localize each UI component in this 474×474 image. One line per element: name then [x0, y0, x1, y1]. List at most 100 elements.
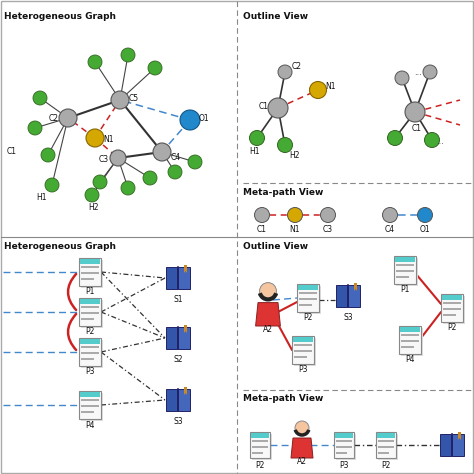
FancyBboxPatch shape [81, 340, 103, 368]
Text: S3: S3 [343, 312, 353, 321]
FancyBboxPatch shape [293, 337, 313, 342]
FancyBboxPatch shape [81, 272, 99, 274]
FancyBboxPatch shape [252, 440, 268, 442]
Text: C3: C3 [99, 155, 109, 164]
FancyBboxPatch shape [298, 285, 318, 290]
FancyBboxPatch shape [80, 339, 100, 344]
Circle shape [41, 148, 55, 162]
Text: P3: P3 [339, 461, 349, 470]
FancyBboxPatch shape [81, 278, 94, 280]
Circle shape [260, 283, 276, 300]
Circle shape [188, 155, 202, 169]
FancyBboxPatch shape [294, 338, 316, 366]
Text: P4: P4 [85, 420, 95, 429]
Text: P2: P2 [303, 313, 313, 322]
FancyBboxPatch shape [81, 266, 99, 268]
FancyBboxPatch shape [299, 292, 317, 294]
Circle shape [88, 55, 102, 69]
Circle shape [33, 91, 47, 105]
Circle shape [295, 421, 309, 435]
Circle shape [249, 130, 264, 146]
FancyBboxPatch shape [81, 405, 99, 407]
FancyBboxPatch shape [336, 446, 352, 448]
Text: P1: P1 [401, 285, 410, 294]
FancyBboxPatch shape [401, 346, 414, 348]
Text: Heterogeneous Graph: Heterogeneous Graph [4, 242, 116, 251]
Text: N1: N1 [326, 82, 336, 91]
FancyBboxPatch shape [396, 276, 409, 278]
Text: N1: N1 [104, 136, 114, 145]
Text: C1: C1 [257, 225, 267, 234]
FancyBboxPatch shape [81, 318, 94, 320]
Circle shape [320, 208, 336, 222]
Text: S1: S1 [173, 294, 183, 303]
FancyBboxPatch shape [294, 344, 312, 346]
Circle shape [45, 178, 59, 192]
FancyBboxPatch shape [400, 327, 420, 332]
FancyBboxPatch shape [396, 270, 414, 272]
FancyBboxPatch shape [395, 257, 415, 262]
Circle shape [423, 65, 437, 79]
Polygon shape [184, 265, 187, 273]
FancyBboxPatch shape [178, 267, 190, 289]
FancyBboxPatch shape [80, 392, 100, 397]
Text: C2: C2 [49, 113, 59, 122]
Text: C1: C1 [259, 101, 269, 110]
Circle shape [278, 65, 292, 79]
Text: O1: O1 [419, 225, 430, 234]
FancyBboxPatch shape [251, 433, 269, 438]
Text: P2: P2 [381, 461, 391, 470]
Circle shape [268, 98, 288, 118]
Polygon shape [184, 387, 187, 395]
Text: Heterogeneous Graph: Heterogeneous Graph [4, 12, 116, 21]
FancyBboxPatch shape [348, 285, 360, 307]
FancyBboxPatch shape [80, 259, 100, 264]
Text: P2: P2 [447, 323, 456, 332]
Text: H2: H2 [290, 152, 300, 161]
Text: ...: ... [436, 137, 444, 146]
FancyBboxPatch shape [396, 258, 418, 286]
FancyBboxPatch shape [252, 452, 263, 454]
FancyBboxPatch shape [401, 334, 419, 336]
Circle shape [425, 133, 439, 147]
Circle shape [405, 102, 425, 122]
Circle shape [121, 48, 135, 62]
FancyBboxPatch shape [81, 399, 99, 401]
Text: C1: C1 [412, 124, 422, 133]
FancyBboxPatch shape [252, 446, 268, 448]
Polygon shape [354, 283, 357, 291]
Text: C2: C2 [292, 62, 302, 71]
FancyBboxPatch shape [166, 267, 177, 289]
FancyBboxPatch shape [297, 284, 319, 312]
Text: N1: N1 [290, 225, 300, 234]
Text: Outline View: Outline View [243, 12, 308, 21]
Text: S2: S2 [173, 355, 183, 364]
Text: P3: P3 [85, 367, 95, 376]
FancyBboxPatch shape [378, 440, 394, 442]
Circle shape [28, 121, 42, 135]
Circle shape [277, 137, 292, 153]
FancyBboxPatch shape [334, 432, 354, 458]
FancyBboxPatch shape [81, 346, 99, 348]
Circle shape [143, 171, 157, 185]
Circle shape [110, 150, 126, 166]
Polygon shape [255, 302, 281, 326]
Text: P2: P2 [255, 461, 264, 470]
FancyBboxPatch shape [452, 434, 464, 456]
FancyBboxPatch shape [336, 452, 347, 454]
Text: P3: P3 [298, 365, 308, 374]
FancyBboxPatch shape [394, 256, 416, 284]
Text: Meta-path View: Meta-path View [243, 394, 323, 403]
Circle shape [86, 129, 104, 147]
FancyBboxPatch shape [399, 326, 421, 354]
Text: P4: P4 [405, 356, 415, 365]
Text: P2: P2 [85, 328, 95, 337]
Polygon shape [458, 432, 461, 440]
Text: S3: S3 [173, 417, 183, 426]
FancyBboxPatch shape [166, 327, 177, 349]
FancyBboxPatch shape [80, 299, 100, 304]
FancyBboxPatch shape [81, 358, 94, 360]
Polygon shape [184, 325, 187, 333]
FancyBboxPatch shape [79, 391, 101, 419]
Text: C3: C3 [323, 225, 333, 234]
